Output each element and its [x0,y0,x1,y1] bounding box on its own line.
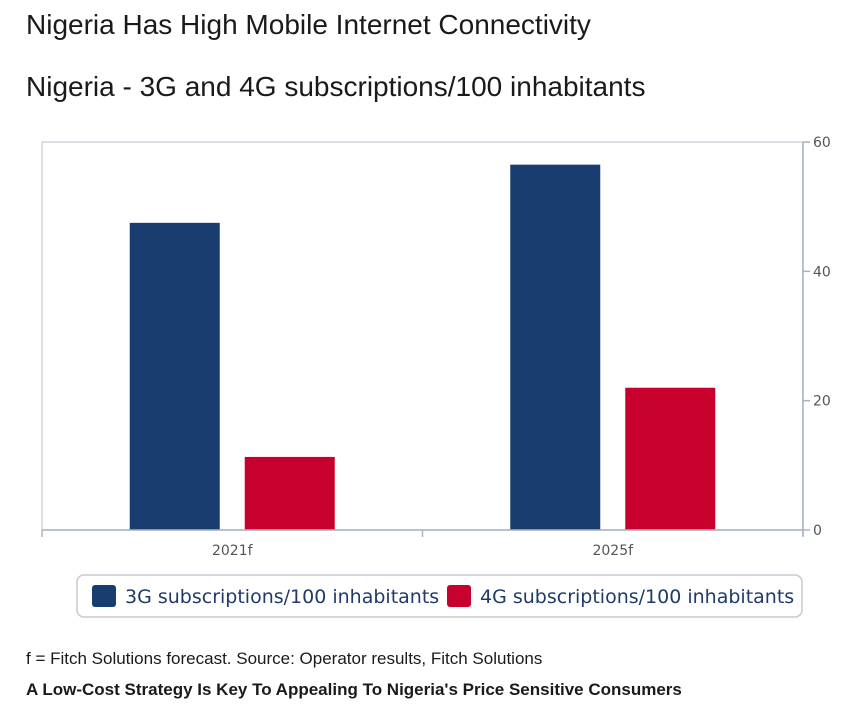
bar-chart: 0 20 40 60 2021f 2025f 3G subscriptions/100 … [41,135,831,618]
y-axis: 0 20 40 60 [802,135,831,539]
chart-subtitle: Nigeria - 3G and 4G subscriptions/100 in… [26,71,646,102]
x-tick-label: 2025f [592,543,634,559]
chart-title: Nigeria Has High Mobile Internet Connect… [26,9,591,40]
x-axis: 2021f 2025f [41,529,804,559]
bar-group [129,164,716,530]
legend-swatch [92,585,116,607]
y-tick-label: 20 [813,394,831,410]
legend: 3G subscriptions/100 inhabitants 4G subsc… [76,574,803,618]
legend-swatch [447,585,471,607]
figure-caption: A Low-Cost Strategy Is Key To Appealing … [26,680,682,699]
legend-label: 4G subscriptions/100 inhabitants [480,586,794,608]
source-footnote: f = Fitch Solutions forecast. Source: Op… [26,649,543,668]
bar-2025f-series-1 [510,164,601,530]
y-tick-label: 60 [813,135,831,151]
y-tick-label: 0 [813,523,822,539]
legend-box [76,574,803,618]
y-tick-label: 40 [813,264,831,280]
bar-2025f-series-2 [625,387,716,530]
legend-label: 3G subscriptions/100 inhabitants [125,586,439,608]
x-tick-label: 2021f [212,543,254,559]
bar-2021f-series-2 [244,456,335,530]
bar-2021f-series-1 [129,222,220,530]
